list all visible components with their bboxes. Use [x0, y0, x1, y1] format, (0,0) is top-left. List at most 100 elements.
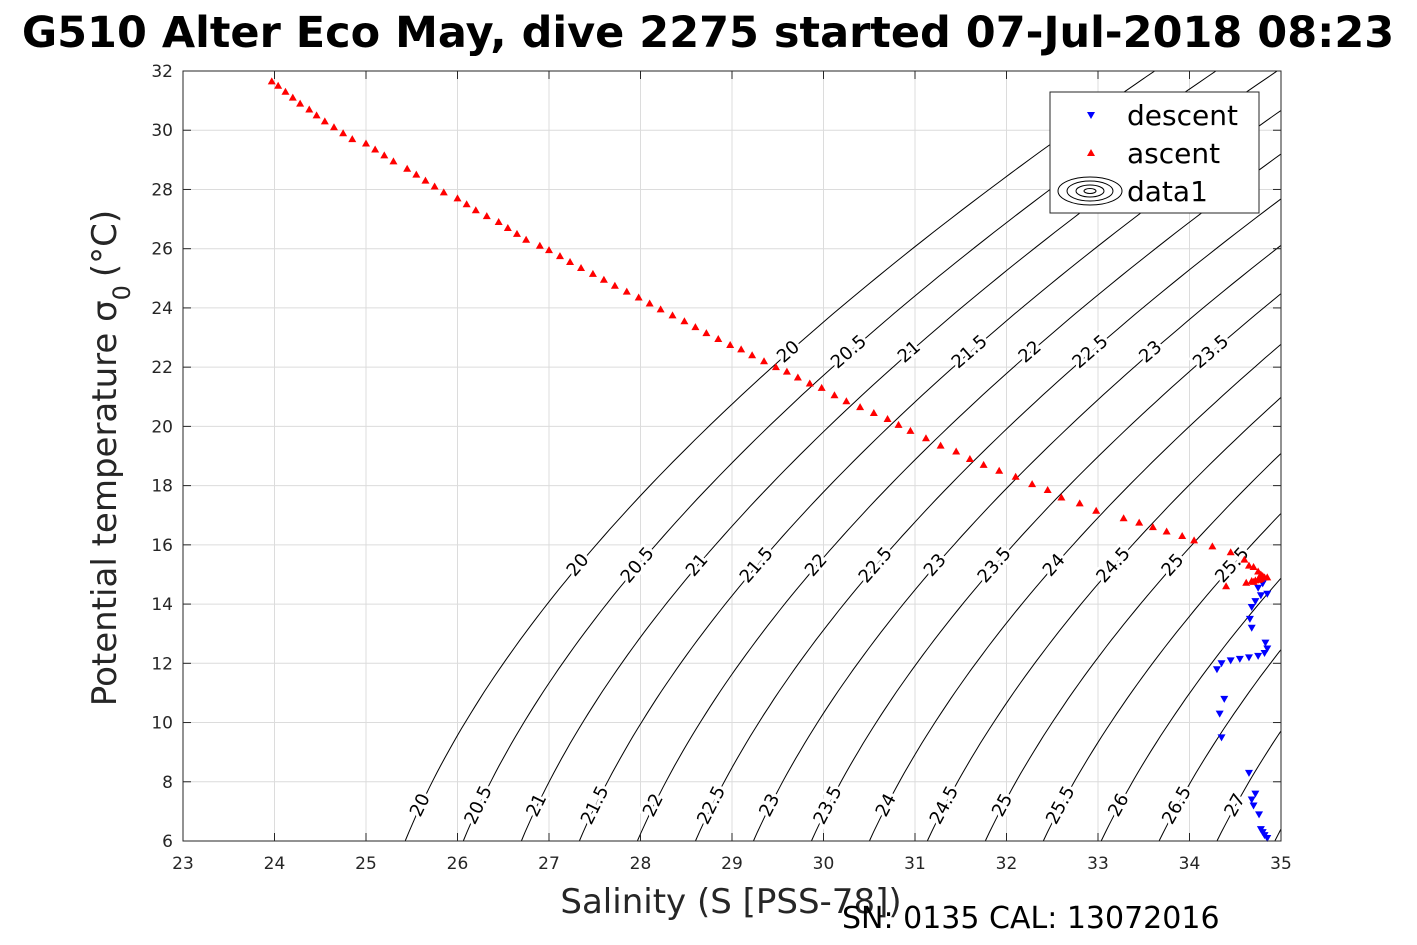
sigma-contour-line: [1042, 512, 1281, 841]
y-tick-label: 22: [151, 358, 173, 378]
ascent-point: [737, 345, 746, 353]
ascent-point: [1057, 493, 1066, 501]
ascent-point: [1092, 506, 1101, 514]
sigma-contour-line: [810, 293, 1281, 841]
descent-series: [1212, 580, 1272, 843]
descent-point: [1255, 811, 1264, 819]
x-tick-label: 26: [447, 854, 469, 874]
ascent-point: [869, 409, 878, 417]
descent-point: [1251, 790, 1260, 798]
descent-point: [1263, 645, 1272, 653]
y-axis-label: Potential temperature σ0 (°C): [85, 210, 136, 706]
y-tick-label: 30: [151, 121, 173, 141]
sigma-contour-line: [868, 343, 1281, 841]
y-axis-label-subscript: 0: [108, 285, 136, 300]
sigma-contour-line: [1158, 648, 1281, 841]
ascent-point: [545, 246, 553, 254]
ascent-point: [782, 367, 791, 375]
ascent-point: [1119, 514, 1128, 522]
ascent-point: [412, 170, 421, 178]
descent-point: [1256, 592, 1265, 600]
sigma-contour-line: [694, 198, 1281, 841]
ascent-point: [830, 391, 839, 399]
ascent-point: [380, 151, 389, 159]
y-tick-label: 8: [162, 773, 173, 793]
ascent-point: [622, 287, 631, 295]
descent-point: [1217, 734, 1226, 742]
ascent-point: [288, 93, 297, 101]
ascent-point: [577, 263, 586, 271]
x-tick-label: 28: [630, 854, 652, 874]
ascent-point: [403, 164, 412, 172]
ascent-point: [965, 454, 974, 462]
ascent-point: [296, 99, 305, 107]
ascent-point: [555, 252, 564, 260]
ascent-point: [1043, 486, 1052, 494]
ascent-point: [691, 323, 700, 331]
ascent-point: [1190, 536, 1199, 544]
ascent-point: [921, 434, 930, 442]
ascent-point: [760, 357, 769, 365]
ascent-point: [566, 258, 575, 266]
ascent-point: [362, 139, 370, 147]
y-tick-label: 6: [162, 832, 173, 852]
descent-point: [1226, 657, 1235, 665]
descent-point: [1220, 695, 1229, 703]
x-tick-label: 35: [1270, 854, 1292, 874]
ascent-point: [1148, 523, 1157, 531]
descent-point: [1235, 655, 1244, 663]
sigma-contour-line: [1274, 827, 1281, 841]
ascent-point: [952, 447, 961, 455]
ascent-point: [1162, 527, 1171, 535]
descent-point: [1254, 652, 1263, 660]
ascent-point: [1240, 555, 1249, 563]
sigma-contour-line: [404, 71, 1156, 841]
ascent-point: [771, 363, 780, 371]
descent-point: [1217, 660, 1226, 668]
y-tick-label: 20: [151, 417, 173, 437]
y-axis-label-main: Potential temperature σ: [85, 300, 125, 706]
ascent-point: [856, 403, 865, 411]
y-axis-ticks: 6 8 10 12 14 16 18 20 22 24 26 28 30 32: [151, 62, 1281, 852]
serial-calibration-text: SN: 0135 CAL: 13072016: [842, 901, 1220, 936]
ascent-point: [421, 176, 430, 184]
ascent-point: [805, 379, 814, 387]
x-tick-label: 30: [813, 854, 835, 874]
ascent-series: [267, 77, 1272, 590]
descent-point: [1247, 604, 1256, 612]
x-tick-label: 25: [355, 854, 377, 874]
descent-point: [1260, 649, 1269, 657]
ascent-point: [936, 441, 945, 449]
x-tick-label: 32: [996, 854, 1018, 874]
ascent-point: [371, 145, 380, 153]
y-tick-label: 10: [151, 714, 173, 734]
descent-point: [1244, 769, 1253, 777]
legend-contour-icon: [1057, 176, 1123, 206]
y-axis-label-group: Potential temperature σ0 (°C): [85, 210, 136, 706]
ascent-point: [1208, 542, 1217, 550]
y-tick-label: 26: [151, 240, 173, 260]
descent-point: [1254, 584, 1263, 592]
ascent-point: [842, 397, 851, 405]
ascent-point: [329, 123, 338, 131]
x-tick-label: 24: [264, 854, 286, 874]
ascent-point: [1075, 499, 1084, 507]
ascent-point: [1249, 577, 1258, 585]
descent-point: [1251, 598, 1260, 606]
legend: descent ascent data1: [1049, 91, 1260, 214]
ascent-point: [348, 135, 357, 143]
ascent-point: [1222, 582, 1231, 590]
y-tick-label: 32: [151, 62, 173, 82]
y-tick-label: 24: [151, 299, 173, 319]
ascent-point: [274, 81, 283, 89]
descent-point: [1247, 796, 1256, 804]
ascent-point: [726, 340, 735, 348]
ascent-point: [883, 414, 892, 422]
descent-point: [1249, 802, 1258, 810]
x-axis-ticks: 23 24 25 26 27 28 29 30 31 32 33 34 35: [172, 71, 1292, 874]
ascent-point: [462, 200, 471, 208]
y-tick-label: 12: [151, 654, 173, 674]
ascent-point: [906, 426, 915, 434]
sigma-contour-line: [926, 396, 1281, 841]
